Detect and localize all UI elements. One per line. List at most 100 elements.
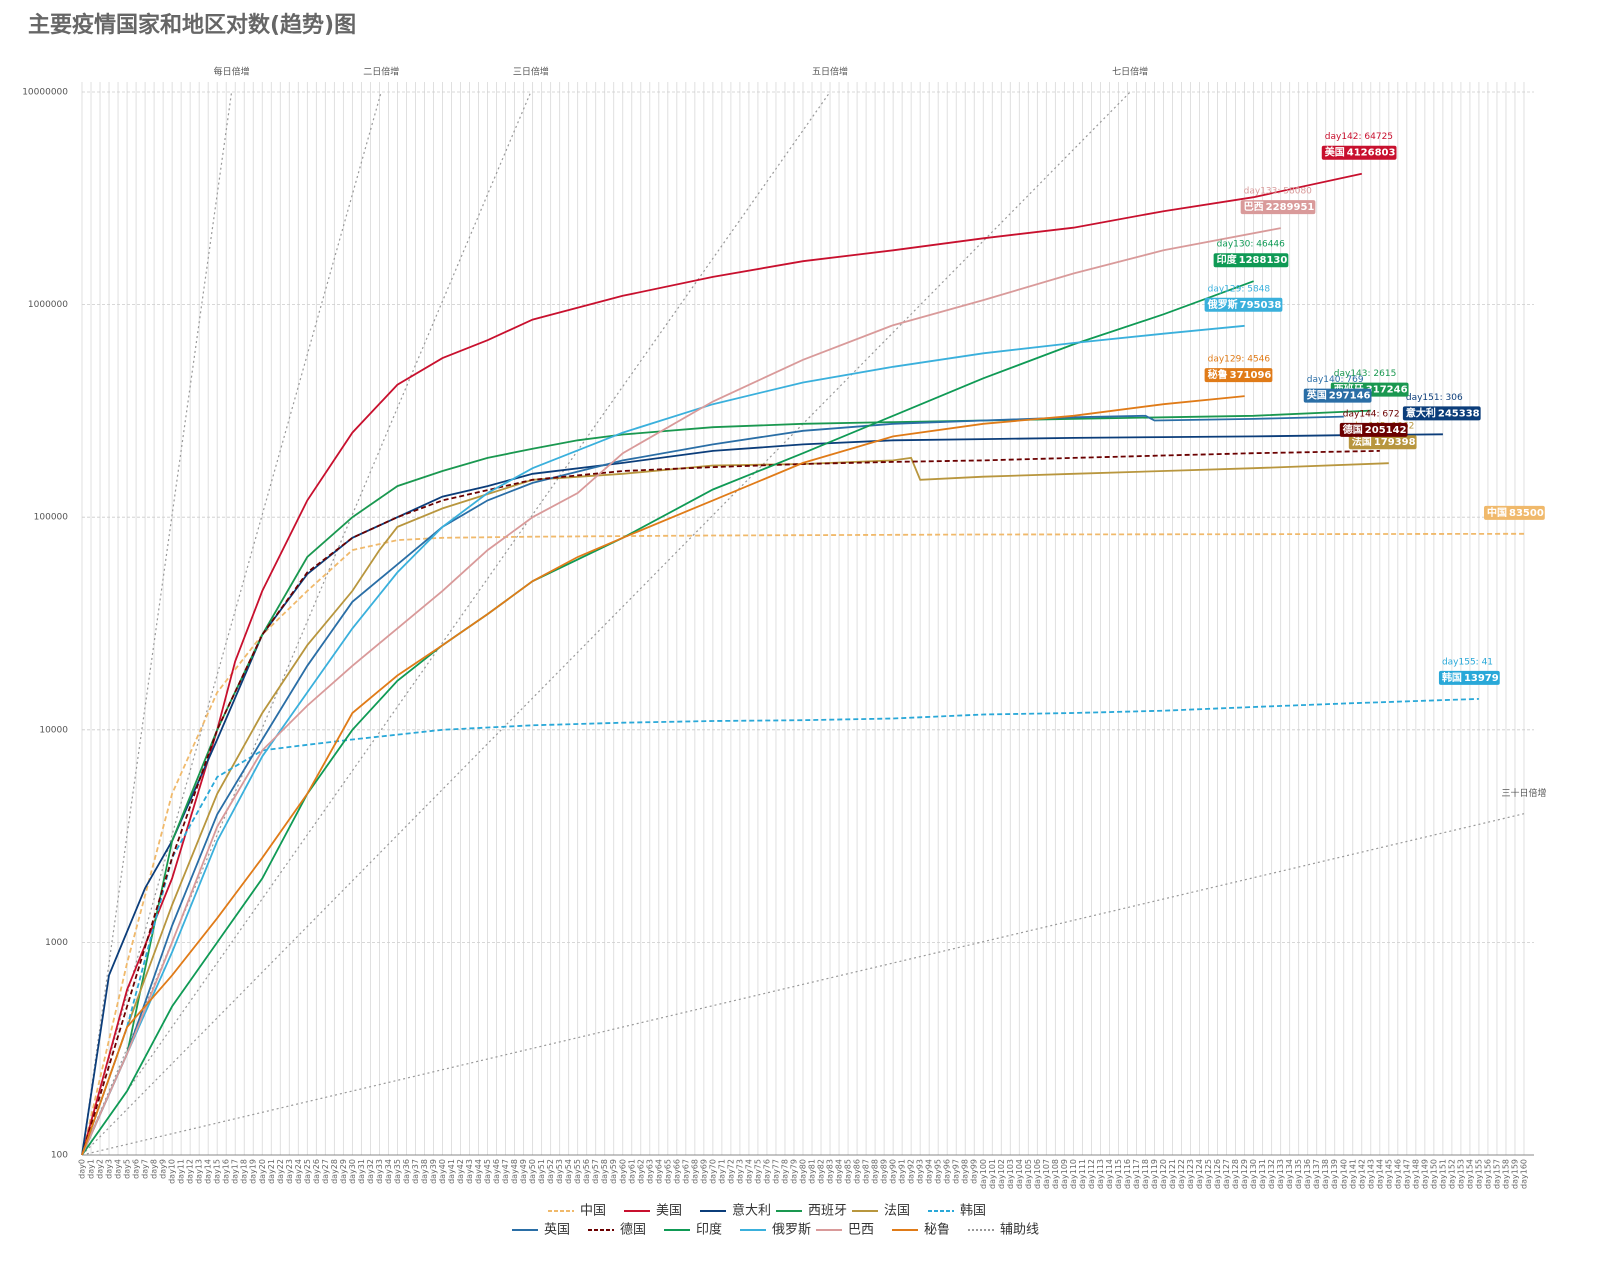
x-tick-label: day6 [132,1159,141,1179]
x-tick-label: day124 [1195,1159,1204,1189]
x-tick-label: day37 [411,1159,420,1184]
end-note: day129: 4546 [1208,355,1271,365]
x-tick-label: day156 [1483,1159,1492,1189]
x-tick-label: day62 [636,1159,645,1184]
end-label-value: 795038 [1240,300,1282,311]
end-label-value: 2289951 [1266,202,1315,213]
x-tick-label: day134 [1285,1159,1294,1189]
x-tick-label: day67 [681,1159,690,1184]
end-label-name: 英国 [1306,389,1327,402]
end-label: 韩国 13979 [1438,670,1500,685]
x-tick-label: day144 [1375,1159,1384,1189]
x-tick-label: day137 [1312,1159,1321,1189]
end-label-box [1348,435,1417,450]
x-tick-label: day117 [1132,1159,1141,1189]
x-tick-label: day21 [267,1159,276,1184]
x-tick-label: day18 [240,1159,249,1184]
series-line [81,172,1362,1156]
x-tick-label: day138 [1321,1159,1330,1189]
legend-label: 韩国 [960,1204,986,1219]
x-tick-label: day75 [753,1159,762,1184]
legend-label: 辅助线 [1000,1223,1039,1238]
x-tick-label: day31 [357,1159,366,1184]
end-label: 秘鲁 371096 [1204,368,1273,383]
x-tick-label: day35 [393,1159,402,1184]
x-tick-label: day58 [600,1159,609,1184]
end-note: day155: 41 [1442,657,1493,667]
x-tick-label: day101 [988,1159,997,1189]
end-label-text: 德国 205142 [1342,423,1407,436]
x-tick-label: day34 [384,1159,393,1184]
end-label: 中国 83500 [1484,506,1545,520]
x-tick-label: day79 [789,1159,798,1184]
x-tick-label: day116 [1123,1159,1132,1189]
x-tick-label: day95 [934,1159,943,1184]
x-tick-label: day132 [1267,1159,1276,1189]
x-tick-label: day8 [150,1159,159,1179]
x-tick-label: day45 [483,1159,492,1184]
x-tick-label: day47 [501,1159,510,1184]
x-tick-label: day113 [1096,1159,1105,1189]
x-tick-label: day104 [1015,1159,1024,1189]
x-tick-label: day96 [943,1159,952,1184]
legend-label: 西班牙 [808,1204,847,1219]
x-tick-label: day125 [1204,1159,1213,1189]
end-label-text: 秘鲁 371096 [1208,368,1272,381]
x-tick-label: day10 [168,1159,177,1184]
x-tick-label: day97 [952,1159,961,1184]
end-label: 英国 297146 [1303,388,1372,403]
guide-label: 三日倍增 [513,66,549,78]
x-tick-label: day100 [979,1159,988,1189]
x-tick-label: day51 [537,1159,546,1184]
x-tick-label: day112 [1087,1159,1096,1189]
x-tick-label: day108 [1051,1159,1060,1189]
x-tick-label: day154 [1465,1159,1474,1189]
x-tick-label: day157 [1492,1159,1501,1189]
end-note: day133: 58080 [1244,187,1313,197]
x-tick-label: day129 [1240,1159,1249,1189]
x-tick-label: day107 [1042,1159,1051,1189]
x-tick-label: day151 [1438,1159,1447,1189]
legend-label: 美国 [656,1204,682,1219]
x-tick-label: day150 [1429,1159,1438,1189]
legend-label: 俄罗斯 [772,1223,811,1238]
end-label-box [1204,368,1273,383]
x-tick-label: day19 [249,1159,258,1184]
end-label-box [1204,297,1283,312]
x-tick-label: day102 [997,1159,1006,1189]
x-tick-label: day29 [339,1159,348,1184]
end-label-name: 德国 [1342,423,1363,436]
guide-label: 七日倍增 [1112,66,1148,78]
x-tick-label: day155 [1474,1159,1483,1189]
x-tick-label: day119 [1150,1159,1159,1189]
x-tick-label: day12 [186,1159,195,1184]
y-tick-label: 10000000 [22,88,68,98]
legend-label: 法国 [884,1204,910,1219]
x-tick-label: day86 [853,1159,862,1184]
x-tick-label: day152 [1447,1159,1456,1189]
x-tick-label: day41 [447,1159,456,1184]
end-label-box [1484,505,1545,520]
x-tick-label: day88 [871,1159,880,1184]
x-tick-label: day14 [204,1159,213,1184]
x-tick-label: day25 [303,1159,312,1184]
x-tick-label: day94 [925,1159,934,1184]
end-label-text: 韩国 13979 [1442,671,1499,684]
x-tick-label: day128 [1231,1159,1240,1189]
x-tick-label: day42 [456,1159,465,1184]
y-tick-label: 100000 [34,513,69,523]
x-tick-label: day28 [330,1159,339,1184]
x-tick-label: day53 [555,1159,564,1184]
end-label-value: 371096 [1230,370,1272,381]
x-tick-label: day20 [258,1159,267,1184]
x-tick-label: day120 [1159,1159,1168,1189]
x-tick-label: day133 [1276,1159,1285,1189]
y-tick-label: 100 [51,1151,68,1161]
x-tick-label: day54 [564,1159,573,1184]
x-tick-label: day59 [609,1159,618,1184]
x-tick-label: day139 [1330,1159,1339,1189]
x-tick-label: day46 [492,1159,501,1184]
end-label-value: 4126803 [1347,148,1396,159]
chart-title: 主要疫情国家和地区对数(趋势)图 [28,12,356,38]
x-tick-label: day145 [1384,1159,1393,1189]
